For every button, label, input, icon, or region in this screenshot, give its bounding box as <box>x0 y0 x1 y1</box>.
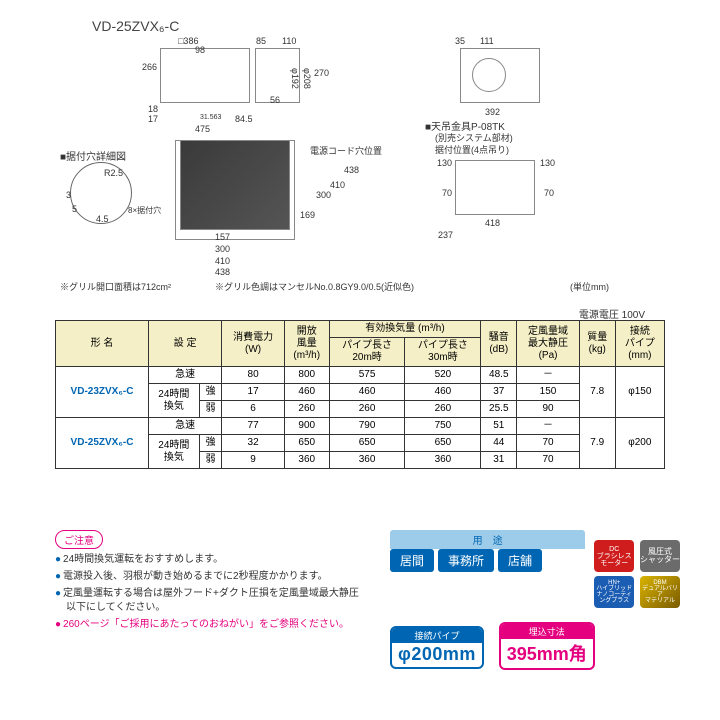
h-eff: 有効換気量 (m³/h) <box>329 321 481 338</box>
h-20m: パイプ長さ 20m時 <box>329 338 405 367</box>
note-3: 定風量運転する場合は屋外フード+ダクト圧損を定風量域最大静圧以下にしてください。 <box>55 587 365 615</box>
note-4: 260ページ「ご採用にあたってのおねがい」をご参照ください。 <box>55 618 365 632</box>
badge-dc-icon: DC ブラシレスモーター <box>594 540 634 572</box>
dim-18: 18 <box>148 104 158 114</box>
note-grill: ※グリル開口面積は712cm² <box>60 280 171 293</box>
set-lo-b: 弱 <box>199 452 222 469</box>
notes-header: ご注意 <box>55 530 103 549</box>
h-static: 定風量域 最大静圧 (Pa) <box>517 321 580 367</box>
dim-gap1: 31.563 <box>200 114 221 121</box>
usage-header: 用 途 <box>390 530 585 549</box>
dim-85: 85 <box>256 36 266 46</box>
cord-label: 電源コード穴位置 <box>310 144 382 157</box>
pipe-badge: 接続パイプ φ200mm <box>390 626 484 669</box>
dim-17: 17 <box>148 114 158 124</box>
dim-70b: 70 <box>544 188 554 198</box>
dim-237: 237 <box>438 230 453 240</box>
detail-r25: R2.5 <box>104 168 123 178</box>
dim-410a: 410 <box>215 256 230 266</box>
usage-chip-2: 事務所 <box>438 549 494 572</box>
dim-208: φ208 <box>302 68 312 89</box>
set-lo-a: 弱 <box>199 401 222 418</box>
set-24b: 24時間 換気 <box>148 435 199 469</box>
dim-392: 392 <box>485 107 500 117</box>
dim-192: φ192 <box>290 68 300 89</box>
detail-45: 4.5 <box>96 214 109 224</box>
dim-300b: 300 <box>316 190 331 200</box>
set-hi-b: 強 <box>199 435 222 452</box>
bracket-sub2: 据付位置(4点吊り) <box>435 143 509 156</box>
pipe-badge-header: 接続パイプ <box>392 628 482 643</box>
h-pipe: 接続 パイプ (mm) <box>615 321 664 367</box>
dim-56: 56 <box>270 95 280 105</box>
dim-438b: 438 <box>344 165 359 175</box>
unit-label: (単位mm) <box>570 280 609 293</box>
badges-block: 用 途 居間 事務所 店舗 DC ブラシレスモーター 風圧式 シャッター HN+… <box>390 530 680 670</box>
dim-130a: 130 <box>437 158 452 168</box>
set-rapid2: 急速 <box>148 418 221 435</box>
embed-badge-value: 395mm角 <box>507 640 587 666</box>
h-mass: 質量 (kg) <box>579 321 615 367</box>
pipe-badge-value: φ200mm <box>398 644 476 665</box>
h-noise: 騒音 (dB) <box>481 321 517 367</box>
dim-438a: 438 <box>215 267 230 277</box>
badge-hn-icon: HN+ ハイブリッド ナノコーティングプラス <box>594 576 634 608</box>
dim-157: 157 <box>215 232 230 242</box>
embed-badge-header: 埋込寸法 <box>501 624 593 639</box>
dim-410b: 410 <box>330 180 345 190</box>
dim-169: 169 <box>300 210 315 220</box>
detail-5: 5 <box>72 204 77 214</box>
dim-111: 111 <box>480 36 494 46</box>
h-30m: パイプ長さ 30m時 <box>405 338 481 367</box>
h-model: 形 名 <box>56 321 149 367</box>
embed-badge: 埋込寸法 395mm角 <box>499 622 595 670</box>
note-1: 24時間換気運転をおすすめします。 <box>55 553 365 567</box>
dim-300a: 300 <box>215 244 230 254</box>
spec-table: 形 名 設 定 消費電力 (W) 開放 風量 (m³/h) 有効換気量 (m³/… <box>55 320 665 469</box>
set-rapid: 急速 <box>148 367 221 384</box>
usage-chip-1: 居間 <box>390 549 434 572</box>
dim-35: 35 <box>455 36 465 46</box>
dim-110: 110 <box>282 36 296 46</box>
h-setting: 設 定 <box>148 321 221 367</box>
badge-shutter-icon: 風圧式 シャッター <box>640 540 680 572</box>
voltage-label: 電源電圧 100V <box>579 306 645 321</box>
dimension-diagram: □386 85 110 98 266 φ192 φ208 270 18 17 3… <box>60 40 650 290</box>
dim-266: 266 <box>142 62 157 72</box>
model-number: VD-25ZVX₆-C <box>92 18 179 34</box>
dim-475: 475 <box>195 124 210 134</box>
detail-8x: 8×据付穴 <box>128 205 161 216</box>
dim-845: 84.5 <box>235 114 253 124</box>
detail-header: ■据付穴詳細図 <box>60 148 126 163</box>
note-2: 電源投入後、羽根が動き始めるまでに2秒程度かかります。 <box>55 570 365 584</box>
set-24a: 24時間 換気 <box>148 384 199 418</box>
dim-270: 270 <box>314 68 329 78</box>
dim-98: 98 <box>195 45 205 55</box>
note-color: ※グリル色調はマンセルNo.0.8GY9.0/0.5(近似色) <box>215 280 414 293</box>
set-hi-a: 強 <box>199 384 222 401</box>
m23-name: VD-23ZVX₆-C <box>56 367 149 418</box>
badge-dbm-icon: DBM デュアルバリア マテリアル <box>640 576 680 608</box>
dim-418: 418 <box>485 218 500 228</box>
detail-3: 3 <box>66 190 71 200</box>
usage-chip-3: 店舗 <box>498 549 542 572</box>
dim-70a: 70 <box>442 188 452 198</box>
notes-block: ご注意 24時間換気運転をおすすめします。 電源投入後、羽根が動き始めるまでに2… <box>55 530 365 635</box>
m25-name: VD-25ZVX₆-C <box>56 418 149 469</box>
h-open: 開放 風量 (m³/h) <box>284 321 329 367</box>
h-power: 消費電力 (W) <box>222 321 285 367</box>
dim-130b: 130 <box>540 158 555 168</box>
